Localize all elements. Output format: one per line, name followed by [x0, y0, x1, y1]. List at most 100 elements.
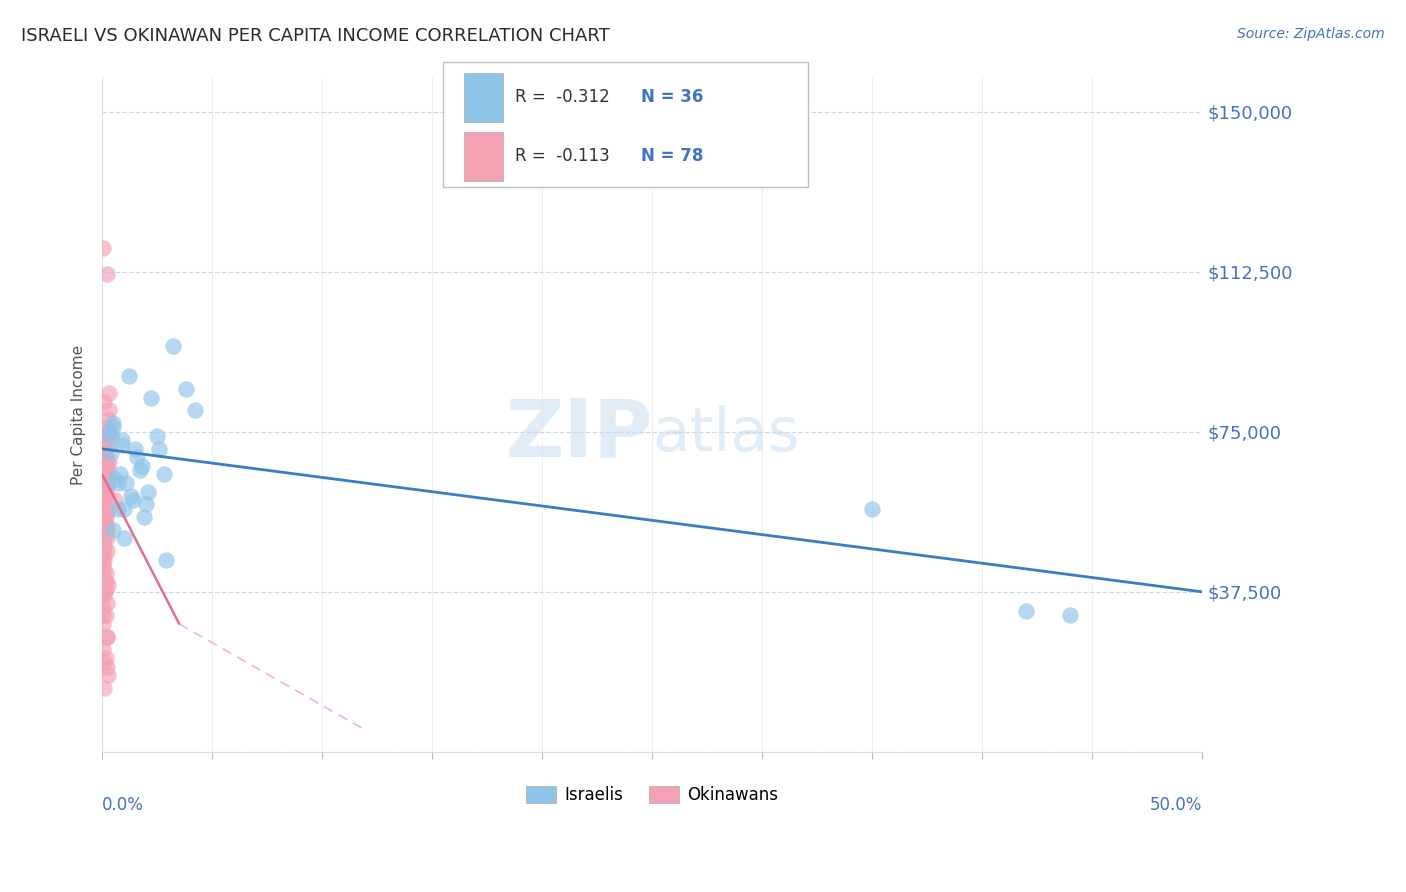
Point: [111, 434, 134, 448]
Point: [97, 412, 120, 426]
Point: [94, 566, 117, 580]
Point: [1015, 604, 1038, 618]
Text: 50.0%: 50.0%: [1150, 796, 1202, 814]
Point: [91, 535, 114, 549]
Point: [94, 582, 117, 597]
Point: [96, 480, 118, 494]
Point: [93, 549, 115, 563]
Point: [91, 241, 114, 255]
Point: [96, 544, 118, 558]
Point: [115, 475, 138, 490]
Point: [91, 566, 114, 580]
Point: [135, 497, 157, 511]
Point: [96, 523, 118, 537]
Point: [97, 429, 120, 443]
Point: [91, 587, 114, 601]
Point: [94, 458, 117, 473]
Point: [96, 532, 118, 546]
Point: [94, 574, 117, 589]
Point: [96, 267, 118, 281]
Point: [103, 416, 125, 430]
Point: [91, 549, 114, 563]
Point: [128, 463, 150, 477]
Point: [132, 510, 155, 524]
Point: [94, 501, 117, 516]
Point: [97, 386, 120, 401]
Point: [91, 442, 114, 456]
Point: [91, 608, 114, 623]
Point: [153, 467, 176, 482]
Point: [93, 553, 115, 567]
Point: [127, 450, 149, 465]
Y-axis label: Per Capita Income: Per Capita Income: [72, 344, 86, 484]
Point: [155, 553, 177, 567]
Point: [108, 467, 131, 482]
Point: [94, 434, 117, 448]
Point: [93, 463, 115, 477]
Point: [860, 501, 883, 516]
Text: N = 78: N = 78: [641, 147, 703, 165]
Point: [97, 437, 120, 451]
Point: [93, 420, 115, 434]
Point: [124, 442, 146, 456]
Point: [91, 532, 114, 546]
Point: [93, 493, 115, 508]
Text: N = 36: N = 36: [641, 88, 703, 106]
Point: [111, 437, 134, 451]
Point: [96, 630, 118, 644]
Legend: Israelis, Okinawans: Israelis, Okinawans: [520, 780, 785, 811]
Point: [93, 587, 115, 601]
Point: [94, 450, 117, 465]
Text: R =  -0.312: R = -0.312: [515, 88, 609, 106]
Point: [139, 391, 162, 405]
Point: [162, 339, 184, 353]
Point: [96, 659, 118, 673]
Point: [93, 395, 115, 409]
Point: [94, 467, 117, 482]
Point: [91, 599, 114, 614]
Point: [104, 493, 127, 508]
Point: [138, 484, 160, 499]
Point: [1059, 608, 1081, 623]
Point: [96, 518, 118, 533]
Point: [94, 480, 117, 494]
Point: [97, 429, 120, 443]
Point: [93, 437, 115, 451]
Point: [93, 497, 115, 511]
Point: [91, 515, 114, 529]
Point: [93, 515, 115, 529]
Text: 0.0%: 0.0%: [103, 796, 143, 814]
Point: [94, 446, 117, 460]
Point: [97, 425, 120, 439]
Text: Source: ZipAtlas.com: Source: ZipAtlas.com: [1237, 27, 1385, 41]
Point: [94, 472, 117, 486]
Point: [94, 480, 117, 494]
Point: [94, 475, 117, 490]
Point: [91, 557, 114, 571]
Point: [93, 655, 115, 669]
Point: [103, 523, 125, 537]
Point: [91, 458, 114, 473]
Point: [104, 472, 127, 486]
Point: [96, 630, 118, 644]
Point: [96, 595, 118, 609]
Point: [97, 578, 120, 592]
Point: [97, 425, 120, 439]
Point: [91, 437, 114, 451]
Point: [103, 420, 125, 434]
Point: [122, 493, 145, 508]
Point: [97, 501, 120, 516]
Text: atlas: atlas: [652, 405, 800, 465]
Point: [174, 382, 197, 396]
Point: [96, 489, 118, 503]
Point: [148, 442, 170, 456]
Point: [97, 472, 120, 486]
Point: [96, 455, 118, 469]
Point: [96, 506, 118, 520]
Point: [93, 484, 115, 499]
Point: [94, 510, 117, 524]
Point: [107, 475, 129, 490]
Point: [93, 681, 115, 695]
Point: [93, 532, 115, 546]
Point: [91, 561, 114, 575]
